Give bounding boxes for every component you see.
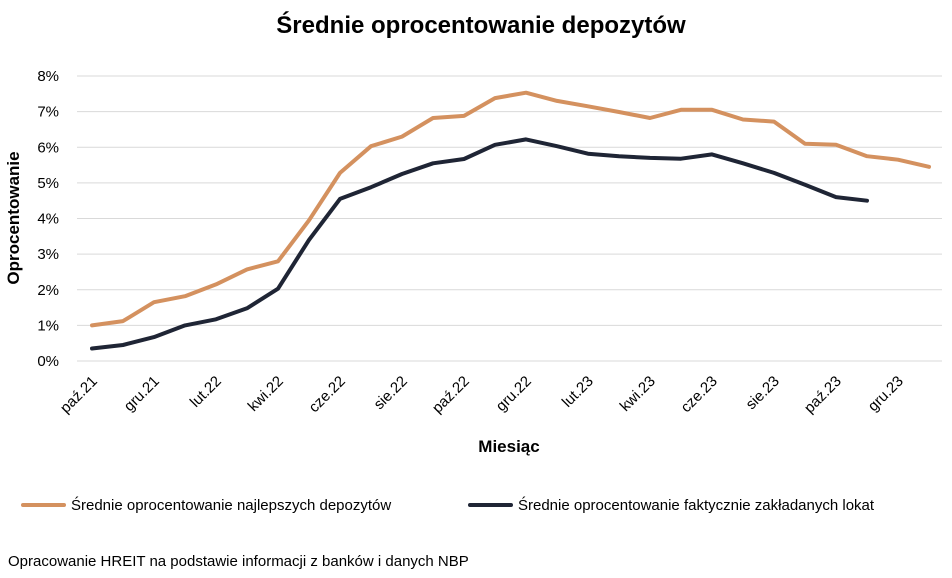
gridlines	[77, 75, 942, 362]
x-tick-label: gru.21	[121, 373, 163, 415]
x-tick-label: cze.23	[678, 373, 721, 416]
y-tick-label: 3%	[37, 246, 59, 263]
x-axis-title: Miesiąc	[478, 437, 539, 456]
y-tick-label: 8%	[37, 68, 59, 85]
x-tick-label: paź.22	[429, 373, 473, 417]
series-line-1	[90, 137, 869, 351]
chart-title: Średnie oprocentowanie depozytów	[276, 11, 686, 39]
x-tick-label: paź.23	[801, 373, 845, 417]
x-tick-label: kwi.23	[617, 373, 659, 415]
x-tick-label: lut.22	[187, 373, 225, 411]
x-tick-label: paź.21	[57, 373, 101, 417]
legend-label-best-deposits: Średnie oprocentowanie najlepszych depoz…	[71, 496, 391, 514]
y-tick-label: 4%	[37, 211, 59, 228]
legend-label-actual-deposits: Średnie oprocentowanie faktycznie zakład…	[518, 496, 875, 514]
series-lines	[90, 90, 931, 351]
legend: Średnie oprocentowanie najlepszych depoz…	[21, 496, 875, 514]
x-tick-label: kwi.22	[245, 373, 287, 415]
x-tick-label: lut.23	[559, 373, 597, 411]
x-tick-label: cze.22	[306, 373, 349, 416]
x-tick-label: gru.23	[865, 373, 907, 415]
x-tick-label: sie.22	[371, 373, 411, 413]
y-tick-label: 2%	[37, 282, 59, 299]
y-tick-label: 1%	[37, 317, 59, 334]
source-note: Opracowanie HREIT na podstawie informacj…	[8, 553, 469, 570]
y-tick-label: 7%	[37, 104, 59, 121]
x-tick-labels: paź.21 gru.21 lut.22 kwi.22 cze.22 sie.22 paź.…	[57, 373, 907, 417]
y-axis-title: Oprocentowanie	[4, 151, 23, 284]
y-tick-label: 5%	[37, 175, 59, 192]
series-line-0	[90, 90, 931, 328]
y-tick-label: 6%	[37, 139, 59, 156]
y-tick-label: 0%	[37, 353, 59, 370]
x-tick-label: gru.22	[493, 373, 535, 415]
y-tick-labels: 0% 1% 2% 3% 4% 5% 6% 7% 8%	[37, 68, 59, 370]
x-tick-label: sie.23	[743, 373, 783, 413]
